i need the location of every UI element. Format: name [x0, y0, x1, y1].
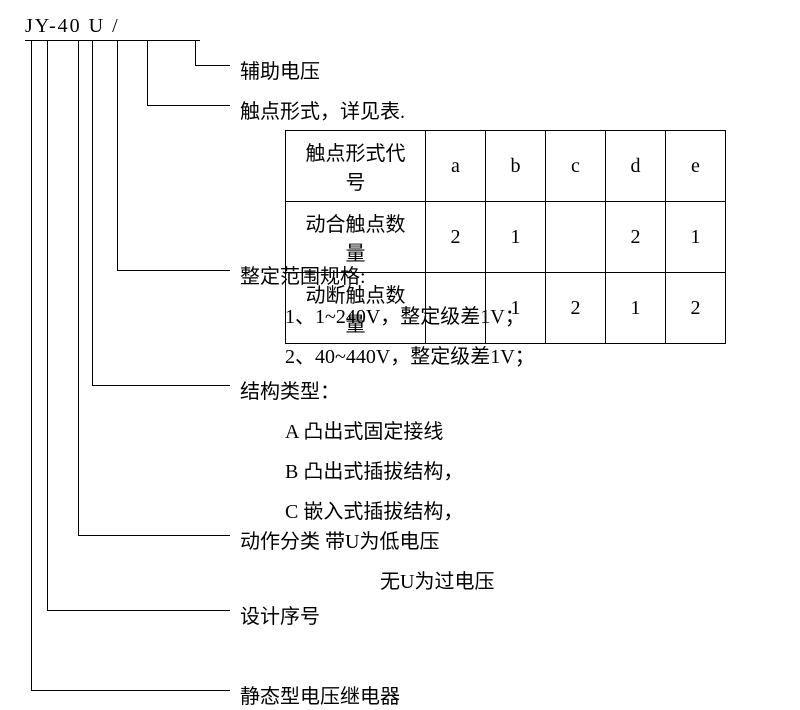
sub-setting-2: 2、40~440V，整定级差1V； [285, 340, 535, 369]
table-cell: 2 [606, 202, 666, 273]
table-col-header: b [486, 131, 546, 202]
table-row: 触点形式代号 a b c d e [286, 131, 726, 202]
leader-h-0 [31, 690, 230, 691]
leader-v-1 [47, 40, 48, 610]
table-cell: 1 [666, 202, 726, 273]
leader-v-0 [31, 40, 32, 690]
leader-h-7 [195, 65, 230, 66]
sub-action-1: 无U为过电压 [380, 565, 494, 594]
label-device-type: 静态型电压继电器 [240, 680, 400, 709]
label-contact-form: 触点形式，详见表. [240, 95, 405, 124]
label-action-type: 动作分类 带U为低电压 [240, 525, 439, 554]
table-cell: 2 [546, 273, 606, 344]
model-underline [25, 40, 200, 41]
sub-struct-c: C 嵌入式插拔结构， [285, 495, 463, 524]
label-structure: 结构类型： [240, 375, 340, 404]
sub-struct-a: A 凸出式固定接线 [285, 415, 443, 444]
table-cell: 2 [426, 202, 486, 273]
leader-h-1 [47, 610, 230, 611]
leader-h-3 [92, 385, 230, 386]
label-setting-range: 整定范围规格: [240, 260, 366, 289]
label-design-no: 设计序号 [240, 600, 320, 629]
sub-struct-b: B 凸出式插拔结构， [285, 455, 463, 484]
leader-h-4 [117, 270, 230, 271]
table-col-header: c [546, 131, 606, 202]
table-cell: 1 [486, 202, 546, 273]
leader-h-2 [78, 535, 230, 536]
leader-v-3 [92, 40, 93, 385]
table-cell: 2 [666, 273, 726, 344]
label-aux-voltage: 辅助电压 [240, 55, 320, 84]
table-cell: 1 [606, 273, 666, 344]
model-number: JY-40 U / [25, 15, 120, 38]
table-col-header: e [666, 131, 726, 202]
leader-v-2 [78, 40, 79, 535]
table-cell [546, 202, 606, 273]
model-text: JY-40 U / [25, 15, 120, 38]
table-col-header: a [426, 131, 486, 202]
table-col-header: d [606, 131, 666, 202]
leader-h-5 [147, 105, 230, 106]
leader-v-7 [195, 40, 196, 65]
sub-setting-1: 1、1~240V，整定级差1V； [285, 300, 525, 329]
leader-v-4 [117, 40, 118, 270]
leader-v-5 [147, 40, 148, 105]
table-header-label: 触点形式代号 [286, 131, 426, 202]
